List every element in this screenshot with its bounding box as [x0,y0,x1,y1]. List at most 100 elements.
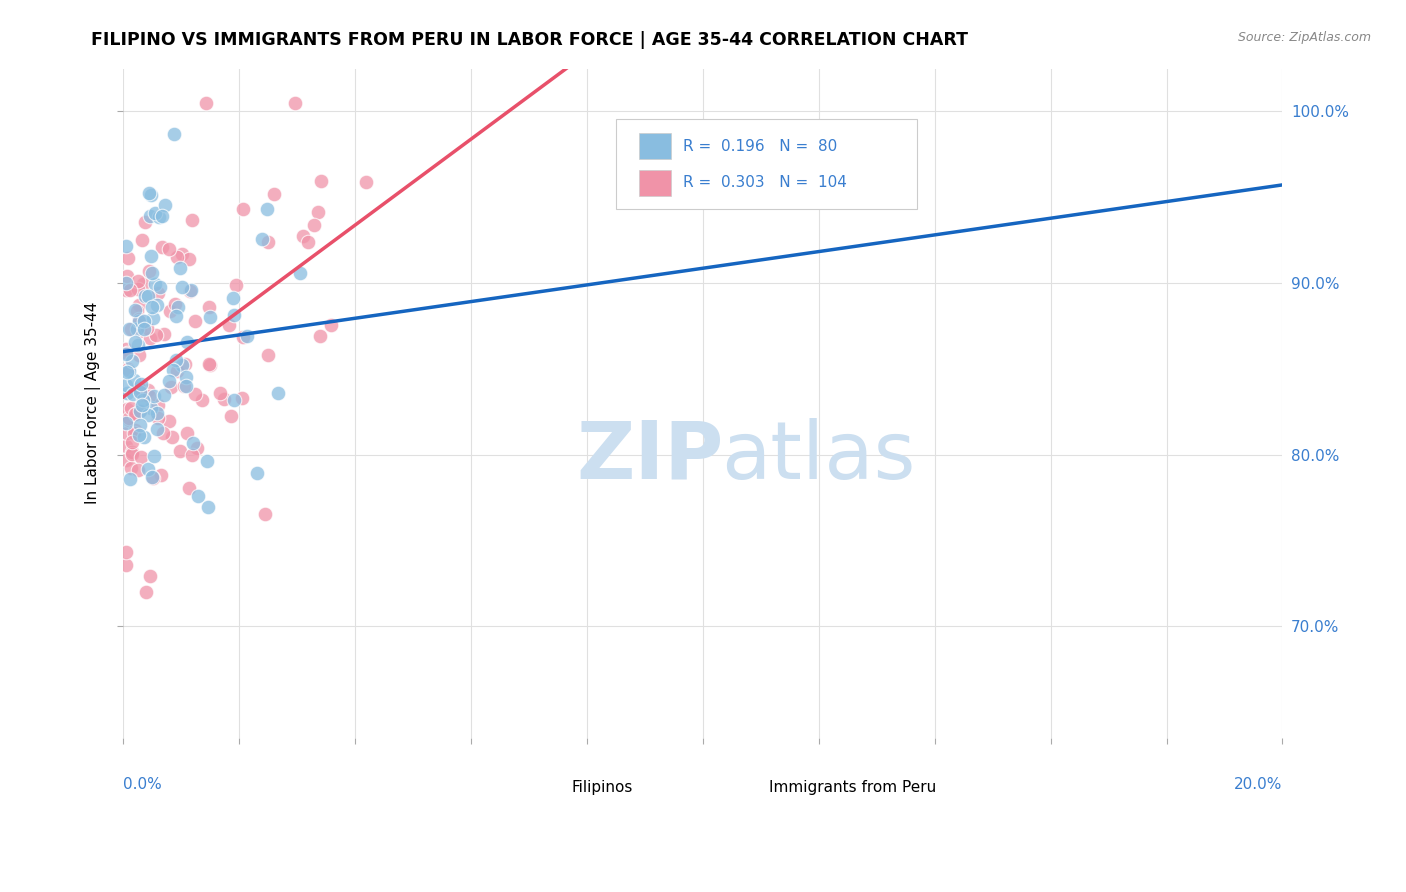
Point [263,187,285,202]
Point [121,353,143,368]
Point [134,289,156,303]
Point [308,205,330,219]
Point [308,328,330,343]
Point [136,289,159,303]
Point [129,404,152,418]
Point [142,471,165,485]
Point [120,461,142,475]
Point [150,209,173,223]
Point [181,436,204,450]
Point [141,469,163,483]
Point [231,392,253,406]
Point [128,324,150,338]
Point [250,232,273,246]
Text: 0.0%: 0.0% [122,777,162,792]
Point [136,408,159,422]
Point [138,264,160,278]
Point [114,558,136,573]
Point [118,322,141,336]
Point [186,441,208,455]
Point [131,386,153,401]
Point [117,365,139,379]
Point [128,312,150,326]
Point [134,430,156,444]
Point [150,240,173,254]
Point [153,388,176,402]
Point [284,95,307,110]
FancyBboxPatch shape [731,777,758,798]
FancyBboxPatch shape [616,119,917,209]
Point [166,364,188,378]
Point [115,378,138,392]
Point [125,407,148,421]
Point [143,389,166,403]
Text: FILIPINO VS IMMIGRANTS FROM PERU IN LABOR FORCE | AGE 35-44 CORRELATION CHART: FILIPINO VS IMMIGRANTS FROM PERU IN LABO… [91,31,969,49]
Point [174,370,197,384]
Point [141,301,163,315]
Point [127,463,149,477]
Point [132,392,155,407]
Point [120,322,142,336]
Point [167,301,190,315]
Point [129,318,152,332]
Point [115,426,138,441]
Point [131,233,153,247]
Point [157,414,180,428]
Point [131,399,153,413]
Point [127,322,149,336]
Point [212,392,235,407]
Point [127,274,149,288]
Point [136,321,159,335]
Point [128,348,150,362]
Point [176,334,198,349]
Point [200,310,222,325]
Point [176,425,198,440]
Point [138,186,160,200]
Point [232,330,254,344]
Point [149,467,172,482]
Text: 20.0%: 20.0% [1234,777,1282,792]
Point [125,303,148,318]
Point [124,423,146,437]
Point [129,385,152,400]
Point [128,314,150,328]
Point [236,329,259,343]
Text: R =  0.196   N =  80: R = 0.196 N = 80 [683,138,837,153]
Point [165,352,187,367]
Point [139,187,162,202]
Point [128,298,150,312]
Point [127,282,149,296]
Point [267,386,290,401]
Point [354,175,377,189]
Point [118,413,141,427]
Point [302,218,325,232]
Point [257,235,280,249]
Point [173,379,195,393]
Point [129,376,152,391]
Point [146,285,169,300]
Point [117,251,139,265]
Point [118,364,141,378]
Point [195,453,218,467]
Point [218,318,240,333]
Point [165,309,187,323]
Point [124,334,146,349]
Point [129,417,152,432]
Text: ZIP: ZIP [576,417,724,496]
Point [163,127,186,141]
Point [149,280,172,294]
Point [187,489,209,503]
Point [148,210,170,224]
Point [124,303,146,318]
Point [118,411,141,425]
Point [141,249,163,263]
Point [179,284,201,298]
Point [118,472,141,486]
Point [114,439,136,453]
Point [146,411,169,425]
Point [174,379,197,393]
Point [162,363,184,377]
Point [159,374,181,388]
Point [142,449,165,463]
Point [169,260,191,275]
